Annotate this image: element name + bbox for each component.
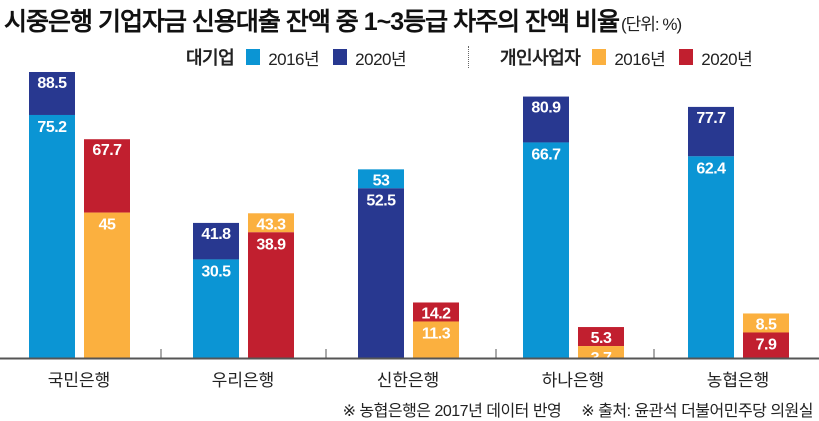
bar-개인사업자-2020년: [413, 302, 459, 322]
data-label: 66.7: [531, 146, 561, 163]
chart-title: 시중은행 기업자금 신용대출 잔액 중 1~3등급 차주의 잔액 비율 (단위: …: [4, 2, 682, 38]
data-label: 88.5: [37, 75, 67, 92]
legend-label: 2020년: [701, 49, 753, 69]
footnote: ※ 출처: 윤관석 더불어민주당 의원실: [581, 403, 813, 420]
bar-대기업-2016년: [358, 169, 404, 189]
bar-개인사업자-2020년: [578, 327, 624, 347]
bar-개인사업자-2016년: [578, 346, 624, 358]
x-tick-label: 우리은행: [212, 371, 275, 390]
data-label: 77.7: [696, 110, 726, 127]
unit-label: (단위: %): [620, 15, 682, 34]
legend-large-corp: 대기업 2016년 2020년: [186, 44, 420, 70]
bar-대기업-2020년: [29, 72, 75, 115]
data-label: 30.5: [201, 263, 231, 280]
legend-swatch: [592, 49, 607, 65]
x-tick-label: 신한은행: [377, 371, 440, 390]
bar-대기업-2016년: [688, 156, 734, 358]
bar-개인사업자-2020년: [743, 332, 789, 358]
data-label: 62.4: [696, 160, 726, 177]
data-label: 80.9: [531, 100, 561, 117]
bar-개인사업자-2020년: [248, 232, 294, 358]
bar-개인사업자-2016년: [84, 212, 130, 358]
legend-label: 2016년: [268, 49, 320, 69]
data-label: 45: [99, 217, 116, 234]
data-label: 67.7: [92, 142, 122, 159]
footnotes: ※ 농협은행은 2017년 데이터 반영 ※ 출처: 윤관석 더불어민주당 의원실: [323, 397, 814, 421]
legend-label: 2020년: [355, 49, 407, 69]
data-label: 38.9: [256, 236, 286, 253]
legend-group-label: 개인사업자: [500, 48, 581, 68]
bar-대기업-2020년: [688, 106, 734, 157]
data-label: 43.3: [256, 216, 286, 233]
footnote: ※ 농협은행은 2017년 데이터 반영: [342, 403, 562, 420]
bar-개인사업자-2016년: [248, 213, 294, 233]
legend-swatch: [246, 49, 261, 65]
data-label: 7.9: [756, 336, 777, 353]
legend-label: 2016년: [614, 49, 666, 69]
legend-swatch: [679, 49, 694, 65]
data-label: 41.8: [201, 226, 231, 243]
bar-대기업-2020년: [358, 188, 404, 358]
x-tick-label: 하나은행: [542, 371, 605, 390]
bar-대기업-2020년: [193, 222, 239, 260]
bar-대기업-2016년: [523, 142, 569, 358]
bar-대기업-2016년: [29, 114, 75, 358]
x-tick-label: 국민은행: [48, 371, 111, 390]
data-label: 52.5: [366, 192, 396, 209]
bar-개인사업자-2020년: [84, 139, 130, 213]
data-label: 11.3: [422, 325, 451, 342]
data-label: 5.3: [591, 330, 612, 347]
data-label: 8.5: [756, 316, 777, 333]
data-label: 53: [373, 172, 390, 189]
legend-swatch: [333, 49, 348, 65]
legend-divider: [468, 46, 469, 68]
bar-개인사업자-2016년: [413, 321, 459, 358]
legend-group-label: 대기업: [186, 48, 235, 68]
title-text: 시중은행 기업자금 신용대출 잔액 중 1~3등급 차주의 잔액 비율: [4, 8, 620, 36]
bar-개인사업자-2016년: [743, 313, 789, 333]
data-label: 14.2: [421, 305, 451, 322]
legend-sole-proprietor: 개인사업자 2016년 2020년: [500, 44, 766, 70]
x-tick-label: 농협은행: [707, 371, 770, 390]
bar-대기업-2016년: [193, 259, 239, 358]
data-label: 75.2: [37, 119, 67, 136]
bar-대기업-2020년: [523, 96, 569, 143]
